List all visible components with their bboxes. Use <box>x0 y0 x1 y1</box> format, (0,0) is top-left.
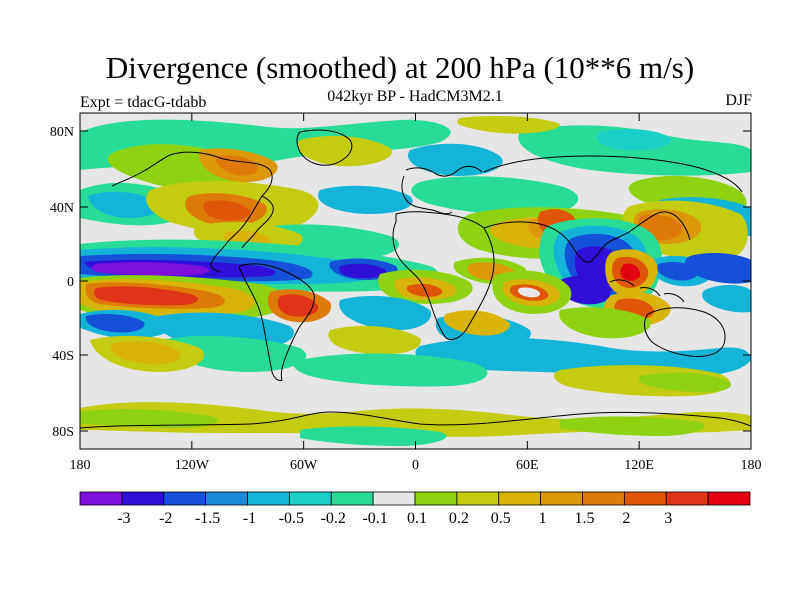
colorbar-label: -0.1 <box>362 510 387 527</box>
field-contour <box>518 125 751 176</box>
field-contour <box>411 176 579 216</box>
field-contour <box>85 314 145 333</box>
colorbar-segment <box>288 491 332 506</box>
lon-tick-label: 60E <box>516 458 539 473</box>
season-label: DJF <box>725 92 752 109</box>
lon-tick-label: 120E <box>624 458 654 473</box>
field-contour <box>294 353 488 387</box>
colorbar-label: -0.5 <box>279 510 304 527</box>
field-contour <box>559 275 611 305</box>
colorbar: -3 -2 -1.5 -1 -0.5 -0.2 -0.1 0.1 0.2 0.5 1 1.5 2 3 <box>79 491 751 527</box>
field-contour <box>408 143 503 176</box>
field-contour <box>685 253 751 284</box>
field-contour <box>339 295 432 331</box>
colorbar-segment <box>414 491 458 506</box>
colorbar-label: -2 <box>159 510 172 527</box>
field-contour <box>91 262 210 276</box>
colorbar-label: 0.2 <box>449 510 469 527</box>
lat-tick-label: 40S <box>52 349 74 364</box>
colorbar-label: 2 <box>622 510 630 527</box>
field-contour <box>406 283 443 297</box>
colorbar-segment <box>121 491 165 506</box>
experiment-label: Expt = tdacG-tdabb <box>80 94 207 111</box>
colorbar-label: 1 <box>539 510 547 527</box>
field-contour <box>517 287 540 298</box>
colorbar-segment <box>665 491 709 506</box>
coastline-europe <box>401 165 483 215</box>
field-contour <box>215 155 258 176</box>
field-contour <box>443 310 510 336</box>
colorbar-label: 1.5 <box>575 510 595 527</box>
field-contour <box>328 325 421 355</box>
field-contour <box>559 307 651 339</box>
colorbar-label: -0.2 <box>321 510 346 527</box>
field-contour <box>560 416 705 436</box>
colorbar-label: 0.5 <box>491 510 511 527</box>
colorbar-segment <box>163 491 207 506</box>
colorbar-segment <box>498 491 542 506</box>
field-contour <box>702 285 751 313</box>
lat-tick-label: 40N <box>50 201 74 216</box>
field-contour <box>110 341 181 365</box>
axis-labels: 180 120W 60W 0 60E 120E 180 80N 40N 0 40S 80S <box>50 125 762 473</box>
colorbar-segment <box>540 491 583 506</box>
coastline-south-america <box>239 263 315 381</box>
lon-tick-label: 60W <box>290 458 318 473</box>
field-contour <box>300 426 447 446</box>
colorbar-label: -1.5 <box>195 510 220 527</box>
field-contour <box>94 286 198 306</box>
field-contour <box>88 191 161 218</box>
colorbar-segment <box>79 491 123 506</box>
coastline-africa <box>392 211 495 341</box>
colorbar-segment <box>582 491 625 506</box>
field-contour <box>596 129 671 151</box>
field-contour <box>620 263 640 281</box>
field-contour <box>80 409 219 428</box>
lat-tick-label: 80N <box>50 125 74 140</box>
divergence-field <box>80 113 751 449</box>
lon-tick-label: 180 <box>741 458 762 473</box>
colorbar-label: -3 <box>117 510 130 527</box>
lon-tick-label: 120W <box>175 458 210 473</box>
colorbar-label: 3 <box>664 510 672 527</box>
coastlines <box>80 129 751 429</box>
coastline-asia <box>483 155 743 263</box>
coastline-antarctica <box>80 411 751 429</box>
field-contour <box>297 135 392 167</box>
lat-tick-label: 80S <box>52 425 74 440</box>
field-contour <box>277 294 319 317</box>
colorbar-segment <box>372 491 416 506</box>
coastline-indonesia <box>609 279 685 303</box>
coastline-north-america <box>111 151 274 273</box>
axis-ticks <box>79 113 752 449</box>
plot-subtitle: 042kyr BP - HadCM3M2.1 <box>327 88 503 105</box>
lat-tick-label: 0 <box>67 275 74 290</box>
field-contour <box>339 263 387 278</box>
colorbar-segment <box>247 491 290 506</box>
colorbar-label: 0.1 <box>407 510 427 527</box>
lon-tick-label: 180 <box>70 458 91 473</box>
plot-title: Divergence (smoothed) at 200 hPa (10**6 … <box>105 50 695 85</box>
colorbar-segment <box>623 491 667 506</box>
colorbar-segment <box>205 491 248 506</box>
colorbar-segment <box>330 491 374 506</box>
field-contour <box>638 372 731 393</box>
field-contour <box>203 200 251 221</box>
colorbar-label: -1 <box>243 510 256 527</box>
lon-tick-label: 0 <box>412 458 419 473</box>
coastline-australia <box>644 307 726 357</box>
field-contour <box>456 116 560 134</box>
colorbar-segment <box>456 491 500 506</box>
coastline-greenland <box>296 129 353 166</box>
colorbar-segment <box>707 491 751 506</box>
field-contour <box>318 185 413 214</box>
